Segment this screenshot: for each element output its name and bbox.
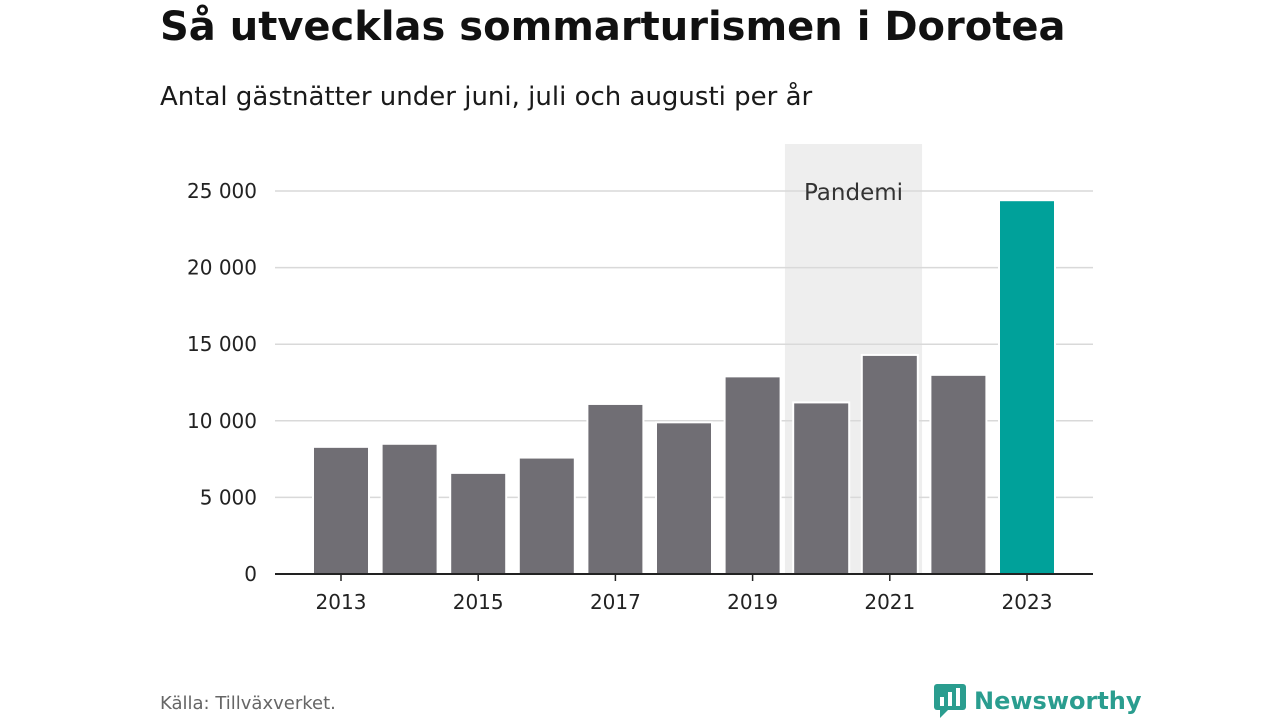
pandemic-label: Pandemi	[804, 180, 903, 206]
bar-2023	[998, 199, 1056, 576]
x-tick-label: 2021	[864, 590, 915, 614]
x-tick-label: 2013	[316, 590, 367, 614]
bar-2016	[517, 456, 576, 575]
brand-logo: Newsworthy	[934, 684, 1142, 718]
y-tick-label: 0	[244, 562, 257, 586]
y-tick-label: 25 000	[187, 179, 257, 203]
y-tick-label: 15 000	[187, 332, 257, 356]
chart-subtitle: Antal gästnätter under juni, juli och au…	[160, 82, 813, 112]
y-tick-label: 5 000	[200, 485, 257, 509]
y-tick-label: 20 000	[187, 256, 257, 280]
bar-2017	[586, 402, 645, 575]
brand-name: Newsworthy	[974, 687, 1142, 715]
y-tick-label: 10 000	[187, 409, 257, 433]
bar-chart: 0 5 000 10 000 15 000 20 000 25 000 2013 2015 2…	[187, 144, 1093, 614]
x-tick-label: 2019	[727, 590, 778, 614]
chart-title: Så utvecklas sommarturismen i Dorotea	[160, 4, 1066, 50]
bar-2020	[792, 401, 851, 575]
bar-2014	[380, 442, 439, 575]
bar-2019	[723, 375, 782, 576]
bar-2021	[860, 353, 919, 576]
x-tick-label: 2017	[590, 590, 641, 614]
bar-2022	[929, 373, 988, 575]
source-note: Källa: Tillväxverket.	[160, 693, 336, 714]
bar-chart-logo-icon	[934, 684, 966, 718]
bar-2018	[655, 421, 713, 575]
x-tick-label: 2023	[1002, 590, 1053, 614]
bar-2015	[449, 471, 508, 575]
bar-2013	[312, 445, 370, 575]
x-tick-label: 2015	[453, 590, 504, 614]
